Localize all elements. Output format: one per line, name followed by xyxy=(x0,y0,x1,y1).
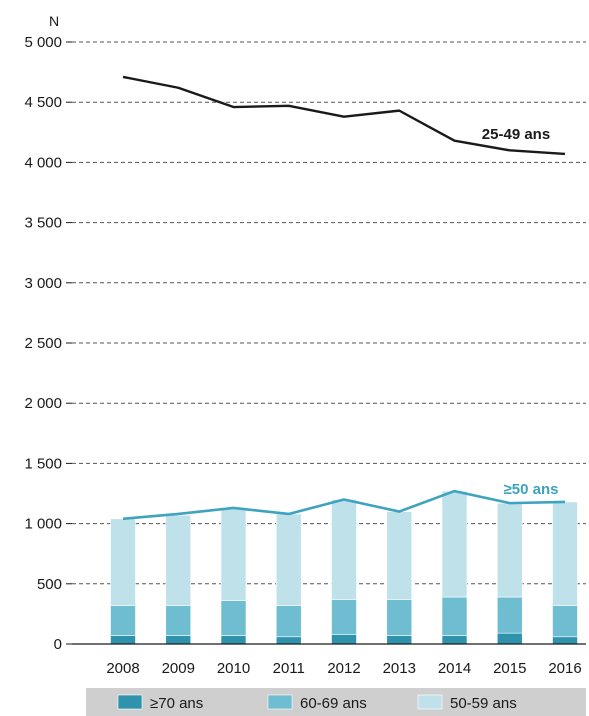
legend-background xyxy=(86,688,586,716)
y-tick-label: 1 500 xyxy=(24,455,62,472)
x-tick-label: 2015 xyxy=(493,660,526,677)
bar-segment xyxy=(220,635,247,645)
bar-segment xyxy=(552,605,578,638)
bar-segment xyxy=(331,634,357,645)
bar-segment xyxy=(110,605,136,636)
line-layer xyxy=(122,75,566,521)
bar-segment xyxy=(331,599,357,635)
x-tick-label: 2013 xyxy=(383,660,416,677)
legend-swatch xyxy=(417,694,443,710)
legend-swatch xyxy=(267,694,293,710)
bar-segment xyxy=(165,635,192,645)
bar-segment xyxy=(275,636,302,645)
y-tick-label: 4 500 xyxy=(24,94,62,111)
legend-swatch xyxy=(117,694,143,710)
series-line xyxy=(122,75,566,156)
bar-segment xyxy=(275,513,302,606)
y-tick-label: 3 000 xyxy=(24,275,62,292)
bar-segment xyxy=(386,511,413,600)
bar-segment xyxy=(441,490,468,598)
x-tick-label: 2011 xyxy=(273,660,305,677)
x-axis-ticks: 2008 2009 2010 2011 2012 2013 2014 2015 2016 xyxy=(106,660,581,677)
bar-segment xyxy=(110,635,136,645)
bar-segment xyxy=(331,499,357,600)
x-tick-label: 2008 xyxy=(106,660,139,677)
y-tick-label: 4 000 xyxy=(24,154,62,171)
x-tick-label: 2009 xyxy=(162,660,195,677)
legend: ≥70 ans 60-69 ans 50-59 ans xyxy=(117,694,517,712)
y-axis-ticks: 0 500 1 000 1 500 2 000 2 500 3 000 3 500 4 000 4… xyxy=(24,34,72,653)
bar-segment xyxy=(496,596,523,634)
x-tick-label: 2010 xyxy=(217,660,250,677)
bar-layer xyxy=(110,490,578,645)
bar-segment xyxy=(496,502,523,598)
bar-segment xyxy=(552,501,578,606)
bar-segment xyxy=(441,635,468,645)
series-label-25-49: 25-49 ans xyxy=(482,126,550,143)
bar-segment xyxy=(110,518,136,606)
y-tick-label: 1 000 xyxy=(24,516,62,533)
x-tick-label: 2016 xyxy=(548,660,581,677)
y-tick-label: 2 500 xyxy=(24,335,62,352)
x-tick-label: 2012 xyxy=(327,660,360,677)
bar-segment xyxy=(496,632,523,645)
bar-segment xyxy=(386,635,413,645)
bar-segment xyxy=(275,605,302,638)
legend-label: 50-59 ans xyxy=(450,695,517,712)
series-label-50-plus: ≥50 ans xyxy=(504,481,559,498)
series-line xyxy=(122,489,566,521)
x-tick-label: 2014 xyxy=(438,660,471,677)
y-tick-label: 5 000 xyxy=(24,34,62,51)
bar-segment xyxy=(552,636,578,645)
y-tick-label: 2 000 xyxy=(24,395,62,412)
bar-segment xyxy=(220,507,247,601)
bar-segment xyxy=(220,600,247,636)
y-tick-label: 500 xyxy=(37,576,62,593)
bar-segment xyxy=(441,596,468,636)
bar-segment xyxy=(386,599,413,636)
bar-segment xyxy=(165,514,192,606)
bar-segment xyxy=(165,605,192,636)
y-axis-unit-label: N xyxy=(49,13,59,29)
legend-label: 60-69 ans xyxy=(300,695,367,712)
y-tick-label: 3 500 xyxy=(24,215,62,232)
legend-label: ≥70 ans xyxy=(150,695,203,712)
y-tick-label: 0 xyxy=(54,636,62,653)
